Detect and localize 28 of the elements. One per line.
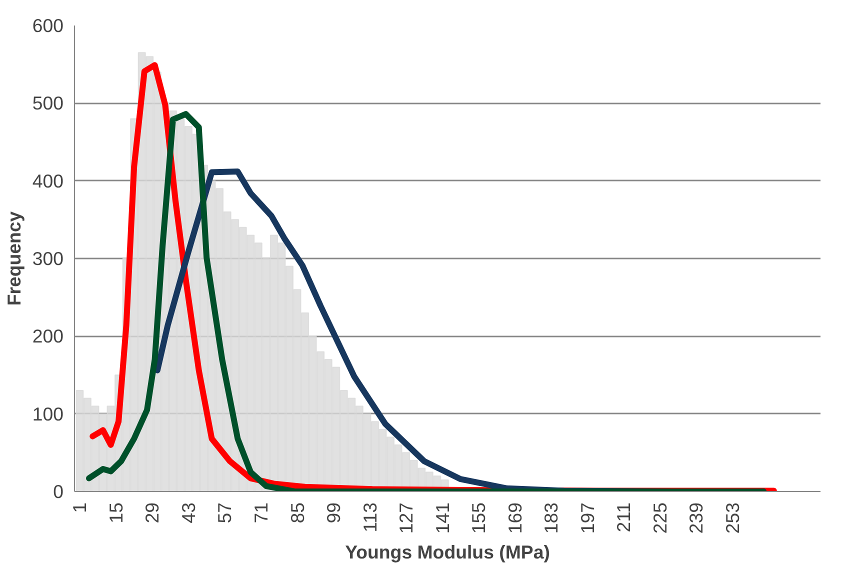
y-axis-title: Frequency xyxy=(3,210,24,306)
x-tick-label: 29 xyxy=(142,502,163,524)
x-tick-label: 197 xyxy=(576,502,598,534)
x-tick-label: 211 xyxy=(613,502,634,532)
y-tick-label: 0 xyxy=(53,481,64,502)
y-tick-label: 500 xyxy=(32,92,64,114)
x-tick-label: 99 xyxy=(323,502,344,524)
x-tick-label: 1 xyxy=(69,502,90,513)
x-axis-title: Youngs Modulus (MPa) xyxy=(345,542,550,563)
x-tick-label: 169 xyxy=(504,502,526,534)
y-tick-label: 400 xyxy=(32,170,64,192)
x-tick-label: 127 xyxy=(396,502,417,534)
x-tick-label: 57 xyxy=(214,502,236,524)
x-tick-label: 141 xyxy=(432,502,453,534)
x-tick-label: 15 xyxy=(105,502,126,524)
x-tick-label: 253 xyxy=(722,502,743,534)
y-tick-label: 200 xyxy=(32,326,64,347)
y-tick-label: 600 xyxy=(32,15,64,36)
y-tick-label: 300 xyxy=(32,248,64,269)
x-tick-label: 183 xyxy=(540,502,562,534)
x-tick-label: 85 xyxy=(286,502,308,524)
x-tick-label: 113 xyxy=(359,502,380,532)
x-tick-label: 71 xyxy=(250,502,272,524)
x-tick-label: 239 xyxy=(686,502,707,534)
x-tick-label: 225 xyxy=(649,502,670,534)
x-tick-label: 155 xyxy=(468,502,490,534)
x-tick-label: 43 xyxy=(178,502,199,524)
y-tick-label: 100 xyxy=(32,403,64,424)
